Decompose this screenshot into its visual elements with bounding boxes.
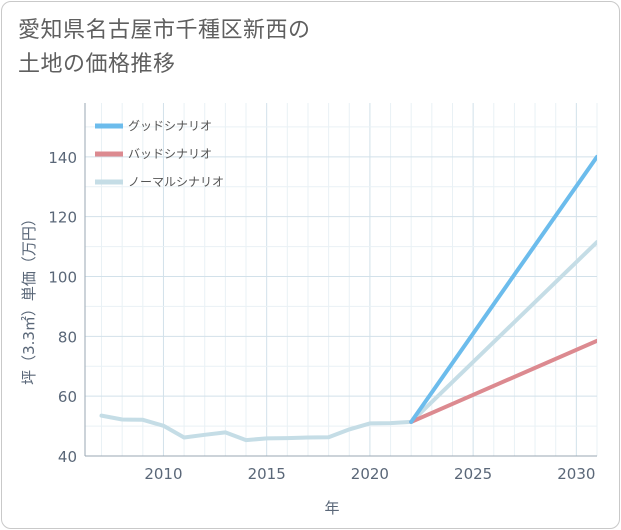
legend-label: バッドシナリオ [128,147,212,161]
legend-item-good: グッドシナリオ [95,119,212,133]
legend-item-normal: ノーマルシナリオ [95,175,224,189]
y-tick-label: 140 [48,149,77,167]
x-tick-label: 2030 [557,465,595,483]
y-tick-label: 120 [48,209,77,227]
legend-label: ノーマルシナリオ [128,175,224,189]
normal-scenario-line [409,240,597,424]
y-tick-label: 80 [58,328,77,346]
y-tick-label: 60 [58,388,77,406]
chart-title-line1: 愛知県名古屋市千種区新西の [18,18,311,43]
x-tick-label: 2015 [248,465,286,483]
x-axis-label: 年 [324,499,339,517]
legend-item-bad: バッドシナリオ [95,147,212,161]
y-tick-label: 40 [58,448,77,466]
y-axis-label: 坪（3.3㎡）単価（万円） [20,211,38,385]
legend-label: グッドシナリオ [128,119,212,133]
bad-scenario-line [409,338,597,424]
chart-title-line2: 土地の価格推移 [18,52,176,77]
series-lines [99,154,597,443]
history-line [99,413,414,443]
x-tick-label: 2020 [351,465,389,483]
axes: 40 60 80 100 120 140 2010 2015 2020 2025 2030 [48,103,597,483]
good-scenario-line [409,154,597,424]
y-tick-label: 100 [48,269,77,287]
x-tick-label: 2025 [454,465,492,483]
chart-title: 愛知県名古屋市千種区新西の 土地の価格推移 [18,14,311,82]
x-tick-label: 2010 [144,465,182,483]
